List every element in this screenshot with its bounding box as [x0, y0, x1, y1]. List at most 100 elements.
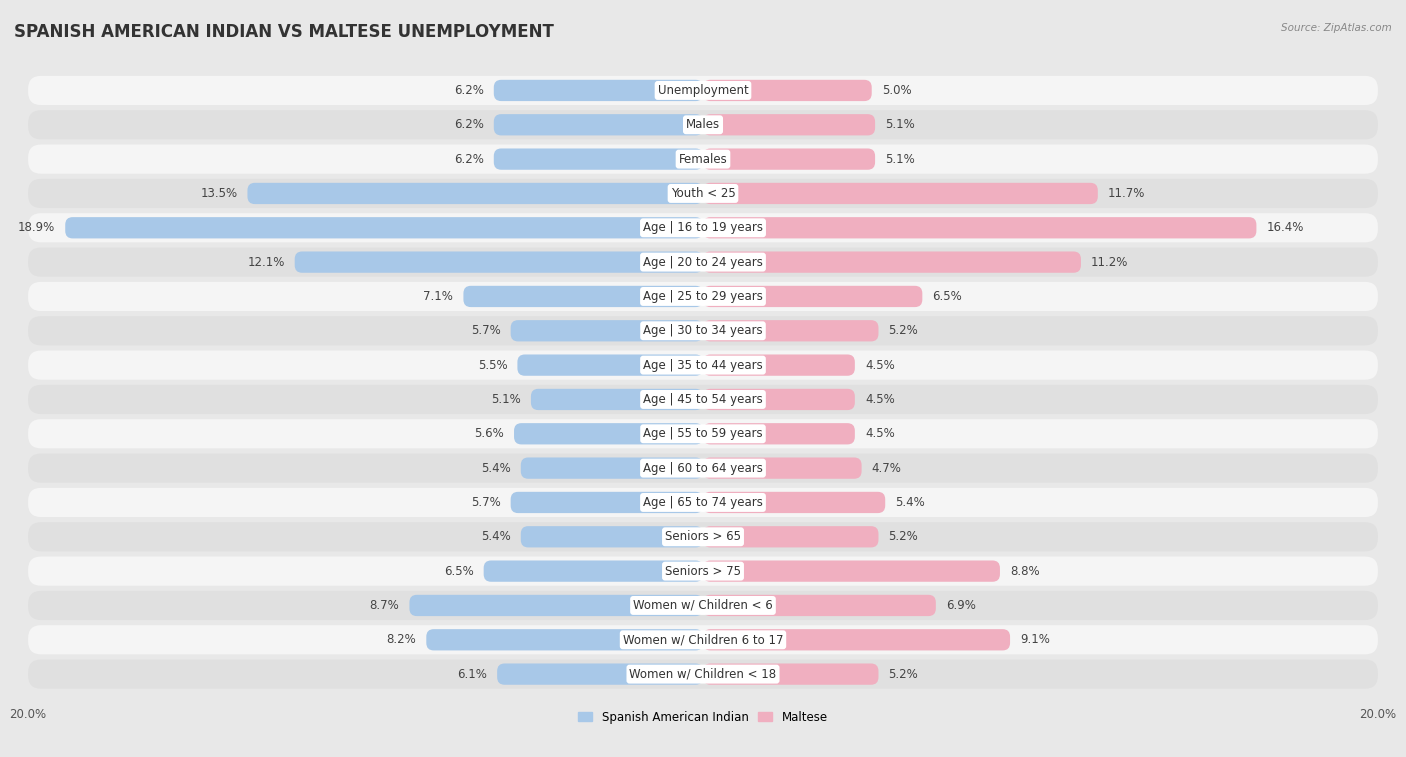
FancyBboxPatch shape — [703, 595, 936, 616]
Text: 7.1%: 7.1% — [423, 290, 453, 303]
FancyBboxPatch shape — [28, 522, 1378, 551]
Text: 18.9%: 18.9% — [18, 221, 55, 234]
FancyBboxPatch shape — [28, 453, 1378, 483]
Text: 6.2%: 6.2% — [454, 118, 484, 131]
FancyBboxPatch shape — [498, 663, 703, 685]
Text: Age | 60 to 64 years: Age | 60 to 64 years — [643, 462, 763, 475]
Text: 5.2%: 5.2% — [889, 324, 918, 338]
Text: 4.7%: 4.7% — [872, 462, 901, 475]
Text: 16.4%: 16.4% — [1267, 221, 1303, 234]
Text: 13.5%: 13.5% — [200, 187, 238, 200]
Text: 5.4%: 5.4% — [481, 462, 510, 475]
Text: 8.8%: 8.8% — [1010, 565, 1039, 578]
FancyBboxPatch shape — [494, 114, 703, 136]
FancyBboxPatch shape — [703, 663, 879, 685]
FancyBboxPatch shape — [703, 320, 879, 341]
Text: SPANISH AMERICAN INDIAN VS MALTESE UNEMPLOYMENT: SPANISH AMERICAN INDIAN VS MALTESE UNEMP… — [14, 23, 554, 41]
Legend: Spanish American Indian, Maltese: Spanish American Indian, Maltese — [574, 706, 832, 728]
FancyBboxPatch shape — [409, 595, 703, 616]
Text: 11.2%: 11.2% — [1091, 256, 1129, 269]
FancyBboxPatch shape — [703, 629, 1010, 650]
FancyBboxPatch shape — [703, 148, 875, 170]
Text: 8.7%: 8.7% — [370, 599, 399, 612]
Text: Age | 20 to 24 years: Age | 20 to 24 years — [643, 256, 763, 269]
Text: 6.1%: 6.1% — [457, 668, 486, 681]
Text: Women w/ Children < 18: Women w/ Children < 18 — [630, 668, 776, 681]
Text: Age | 55 to 59 years: Age | 55 to 59 years — [643, 427, 763, 441]
FancyBboxPatch shape — [28, 76, 1378, 105]
Text: 6.5%: 6.5% — [932, 290, 962, 303]
FancyBboxPatch shape — [28, 282, 1378, 311]
FancyBboxPatch shape — [703, 182, 1098, 204]
FancyBboxPatch shape — [28, 145, 1378, 173]
Text: 5.7%: 5.7% — [471, 324, 501, 338]
Text: 5.1%: 5.1% — [491, 393, 520, 406]
FancyBboxPatch shape — [464, 286, 703, 307]
FancyBboxPatch shape — [703, 286, 922, 307]
FancyBboxPatch shape — [517, 354, 703, 375]
Text: Age | 45 to 54 years: Age | 45 to 54 years — [643, 393, 763, 406]
Text: Age | 35 to 44 years: Age | 35 to 44 years — [643, 359, 763, 372]
Text: 5.0%: 5.0% — [882, 84, 911, 97]
Text: 6.2%: 6.2% — [454, 84, 484, 97]
Text: Age | 65 to 74 years: Age | 65 to 74 years — [643, 496, 763, 509]
Text: 5.4%: 5.4% — [481, 531, 510, 544]
Text: 8.2%: 8.2% — [387, 634, 416, 646]
Text: 4.5%: 4.5% — [865, 427, 894, 441]
FancyBboxPatch shape — [515, 423, 703, 444]
Text: 5.6%: 5.6% — [474, 427, 503, 441]
Text: 5.7%: 5.7% — [471, 496, 501, 509]
Text: 5.2%: 5.2% — [889, 668, 918, 681]
FancyBboxPatch shape — [703, 560, 1000, 582]
FancyBboxPatch shape — [703, 354, 855, 375]
FancyBboxPatch shape — [65, 217, 703, 238]
FancyBboxPatch shape — [28, 659, 1378, 689]
Text: 6.9%: 6.9% — [946, 599, 976, 612]
Text: Women w/ Children < 6: Women w/ Children < 6 — [633, 599, 773, 612]
FancyBboxPatch shape — [28, 556, 1378, 586]
FancyBboxPatch shape — [484, 560, 703, 582]
Text: Males: Males — [686, 118, 720, 131]
FancyBboxPatch shape — [703, 114, 875, 136]
Text: 6.5%: 6.5% — [444, 565, 474, 578]
FancyBboxPatch shape — [703, 457, 862, 478]
Text: Seniors > 75: Seniors > 75 — [665, 565, 741, 578]
FancyBboxPatch shape — [247, 182, 703, 204]
Text: Seniors > 65: Seniors > 65 — [665, 531, 741, 544]
FancyBboxPatch shape — [703, 217, 1257, 238]
FancyBboxPatch shape — [531, 389, 703, 410]
FancyBboxPatch shape — [426, 629, 703, 650]
FancyBboxPatch shape — [28, 179, 1378, 208]
Text: Females: Females — [679, 153, 727, 166]
FancyBboxPatch shape — [28, 419, 1378, 448]
FancyBboxPatch shape — [703, 423, 855, 444]
Text: 5.1%: 5.1% — [886, 118, 915, 131]
FancyBboxPatch shape — [28, 350, 1378, 380]
Text: 9.1%: 9.1% — [1021, 634, 1050, 646]
FancyBboxPatch shape — [703, 79, 872, 101]
Text: 12.1%: 12.1% — [247, 256, 284, 269]
FancyBboxPatch shape — [703, 251, 1081, 273]
Text: 5.4%: 5.4% — [896, 496, 925, 509]
Text: Youth < 25: Youth < 25 — [671, 187, 735, 200]
Text: 5.1%: 5.1% — [886, 153, 915, 166]
FancyBboxPatch shape — [28, 111, 1378, 139]
Text: 4.5%: 4.5% — [865, 359, 894, 372]
FancyBboxPatch shape — [520, 526, 703, 547]
Text: 5.2%: 5.2% — [889, 531, 918, 544]
Text: Women w/ Children 6 to 17: Women w/ Children 6 to 17 — [623, 634, 783, 646]
Text: Age | 16 to 19 years: Age | 16 to 19 years — [643, 221, 763, 234]
FancyBboxPatch shape — [520, 457, 703, 478]
FancyBboxPatch shape — [510, 320, 703, 341]
Text: 4.5%: 4.5% — [865, 393, 894, 406]
Text: 6.2%: 6.2% — [454, 153, 484, 166]
FancyBboxPatch shape — [28, 248, 1378, 277]
FancyBboxPatch shape — [703, 526, 879, 547]
FancyBboxPatch shape — [28, 625, 1378, 654]
Text: Unemployment: Unemployment — [658, 84, 748, 97]
Text: 11.7%: 11.7% — [1108, 187, 1146, 200]
Text: Age | 25 to 29 years: Age | 25 to 29 years — [643, 290, 763, 303]
FancyBboxPatch shape — [494, 79, 703, 101]
Text: 5.5%: 5.5% — [478, 359, 508, 372]
FancyBboxPatch shape — [28, 213, 1378, 242]
